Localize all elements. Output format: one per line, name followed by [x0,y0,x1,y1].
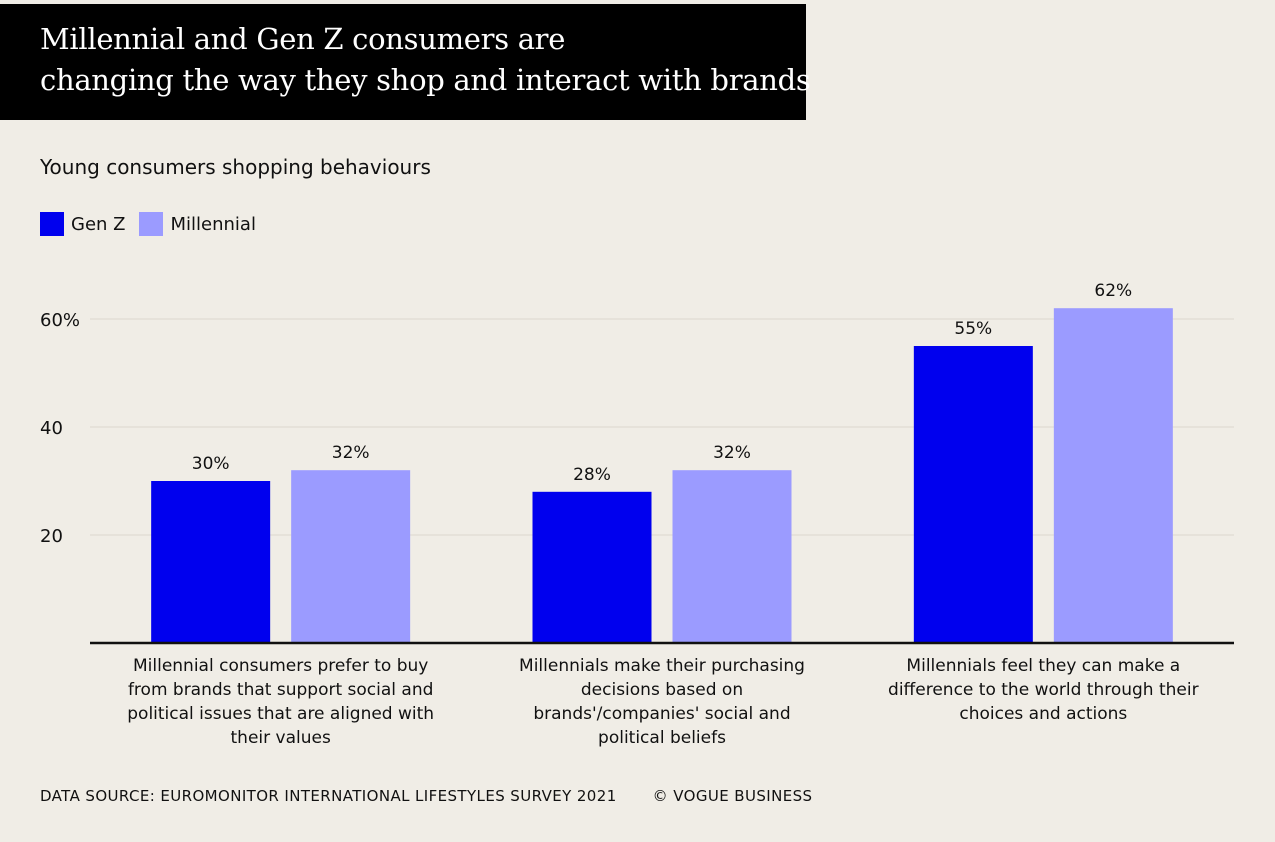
category-label: political issues that are aligned with [127,704,434,724]
bar-value-label: 55% [954,319,992,339]
bar-value-label: 32% [713,443,751,463]
bar [1053,308,1173,643]
legend-swatch-gen-z [40,212,64,236]
bar [672,470,792,643]
bar [151,481,271,643]
category-label: brands'/companies' social and [533,704,790,724]
legend-label-gen-z: Gen Z [71,213,126,235]
category-label: choices and actions [959,704,1127,724]
footer: DATA SOURCE: EUROMONITOR INTERNATIONAL L… [40,787,848,805]
y-tick-label: 20 [40,526,63,547]
copyright-credit: © VOGUE BUSINESS [652,787,813,805]
chart-title: Young consumers shopping behaviours [40,155,431,179]
category-label: difference to the world through their [888,680,1199,700]
category-label: from brands that support social and [128,680,433,700]
bar [532,491,652,643]
legend-label-millennial: Millennial [170,213,256,235]
chart-legend: Gen Z Millennial [40,211,270,237]
bar-chart: 20 40 60% 30% 32% Millennial consumers prefer… [40,281,1234,748]
bar [291,470,411,643]
category-label: decisions based on [581,680,743,700]
legend-item-gen-z: Gen Z [40,212,125,236]
category-label: Millennials feel they can make a [906,656,1180,676]
legend-item-millennial: Millennial [139,212,256,236]
bar [913,346,1033,643]
bar-value-label: 30% [192,454,230,474]
category-label: political beliefs [598,728,726,748]
y-tick-label: 40 [40,418,63,439]
bar-value-label: 32% [332,443,370,463]
headline-line-2: changing the way they shop and interact … [40,63,811,97]
y-tick-label: 60% [40,310,80,331]
category-label: their values [231,728,331,748]
bar-value-label: 28% [573,465,611,485]
data-source-note: DATA SOURCE: EUROMONITOR INTERNATIONAL L… [40,787,617,805]
category-label: Millennials make their purchasing [519,656,805,676]
headline-banner: Millennial and Gen Z consumers are chang… [0,4,811,120]
bar-value-label: 62% [1094,281,1132,301]
headline-line-1: Millennial and Gen Z consumers are [40,22,566,56]
legend-swatch-millennial [139,212,164,236]
category-label: Millennial consumers prefer to buy [133,656,428,676]
